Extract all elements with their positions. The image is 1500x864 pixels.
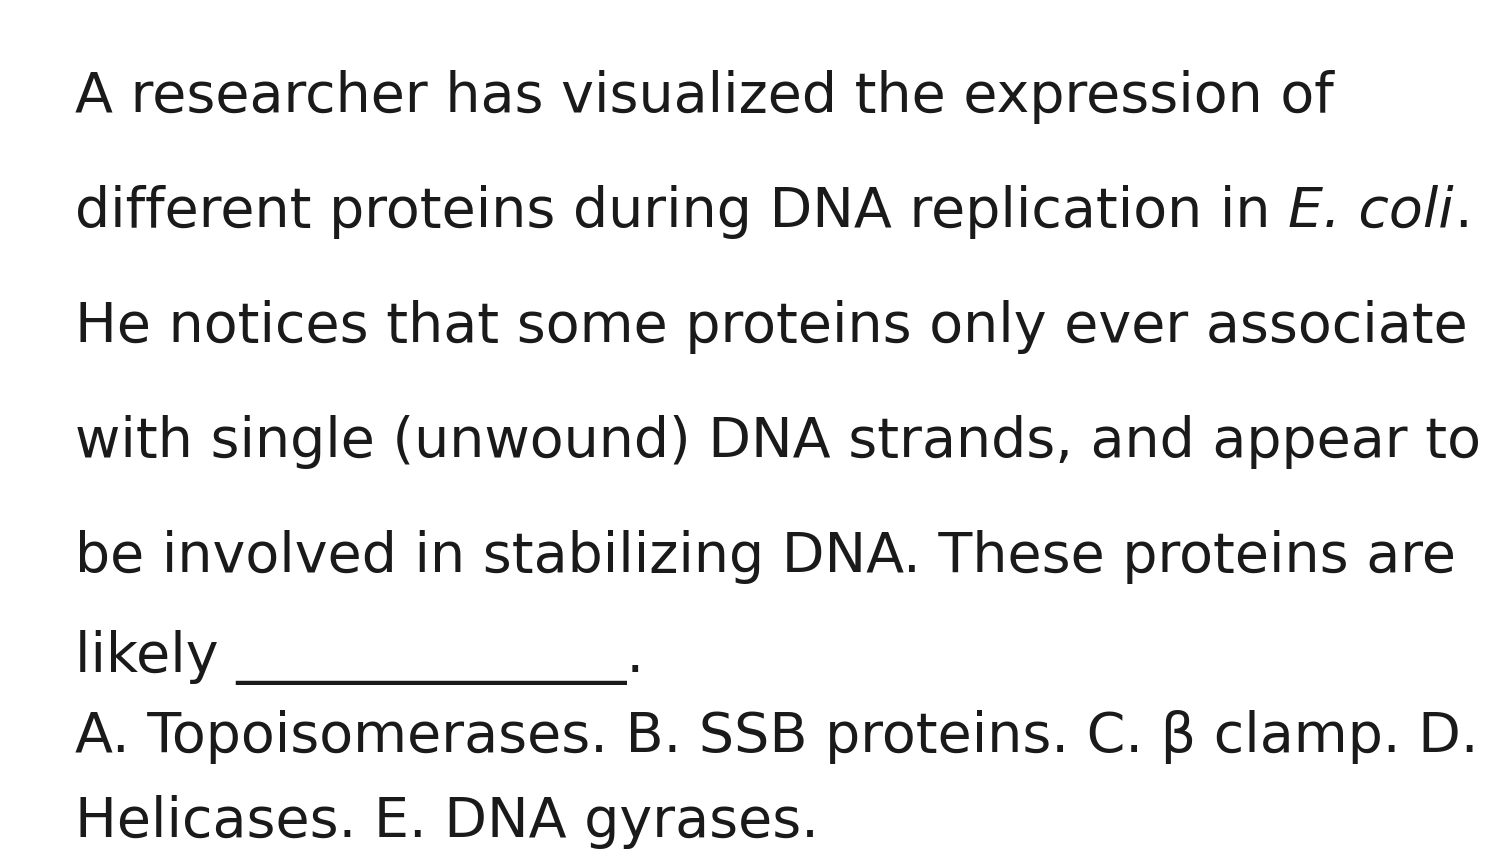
Text: He notices that some proteins only ever associate: He notices that some proteins only ever … <box>75 300 1467 354</box>
Text: be involved in stabilizing DNA. These proteins are: be involved in stabilizing DNA. These pr… <box>75 530 1456 584</box>
Text: .: . <box>1454 185 1472 239</box>
Text: likely ______________.: likely ______________. <box>75 630 644 685</box>
Text: E. coli: E. coli <box>1288 185 1454 238</box>
Text: Helicases. E. DNA gyrases.: Helicases. E. DNA gyrases. <box>75 795 819 849</box>
Text: A researcher has visualized the expression of: A researcher has visualized the expressi… <box>75 70 1334 124</box>
Text: A. Topoisomerases. B. SSB proteins. C. β clamp. D.: A. Topoisomerases. B. SSB proteins. C. β… <box>75 710 1479 764</box>
Text: with single (unwound) DNA strands, and appear to: with single (unwound) DNA strands, and a… <box>75 415 1480 469</box>
Text: different proteins during DNA replication in: different proteins during DNA replicatio… <box>75 185 1288 239</box>
